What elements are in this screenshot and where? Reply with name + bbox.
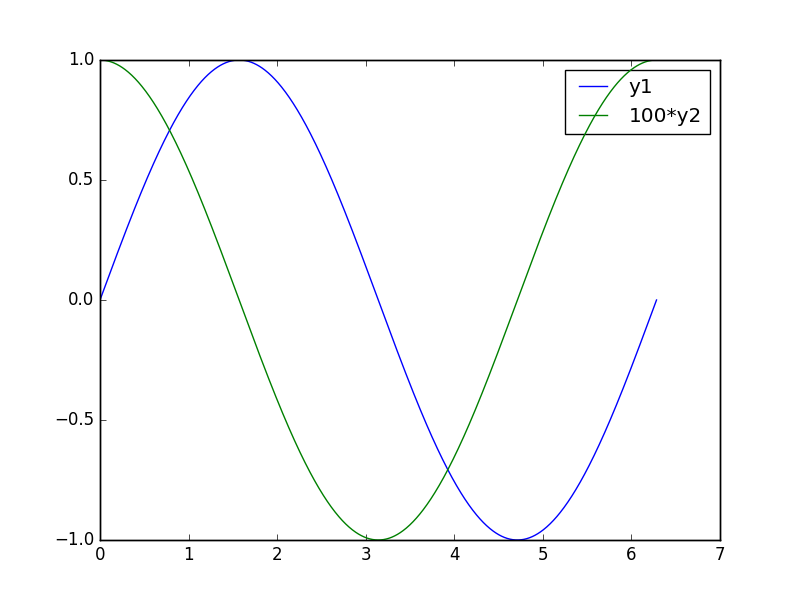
Line: 100*y2: 100*y2 <box>100 60 657 540</box>
Legend: y1, 100*y2: y1, 100*y2 <box>565 70 710 134</box>
100*y2 <box>95 56 105 64</box>
100*y2 <box>373 536 382 544</box>
100*y2 <box>152 104 162 112</box>
100*y2 <box>652 56 662 64</box>
y1 <box>234 56 244 64</box>
Line: y1: y1 <box>100 60 657 540</box>
y1 <box>652 296 662 304</box>
y1 <box>341 210 350 217</box>
100*y2 <box>340 520 350 527</box>
y1 <box>478 518 487 526</box>
100*y2 <box>478 388 487 395</box>
100*y2 <box>540 224 550 231</box>
y1 <box>95 296 105 304</box>
y1 <box>513 536 522 544</box>
y1 <box>540 525 550 532</box>
y1 <box>321 162 330 169</box>
y1 <box>152 153 162 160</box>
100*y2 <box>530 250 539 257</box>
y1 <box>530 532 540 539</box>
100*y2 <box>320 494 330 502</box>
